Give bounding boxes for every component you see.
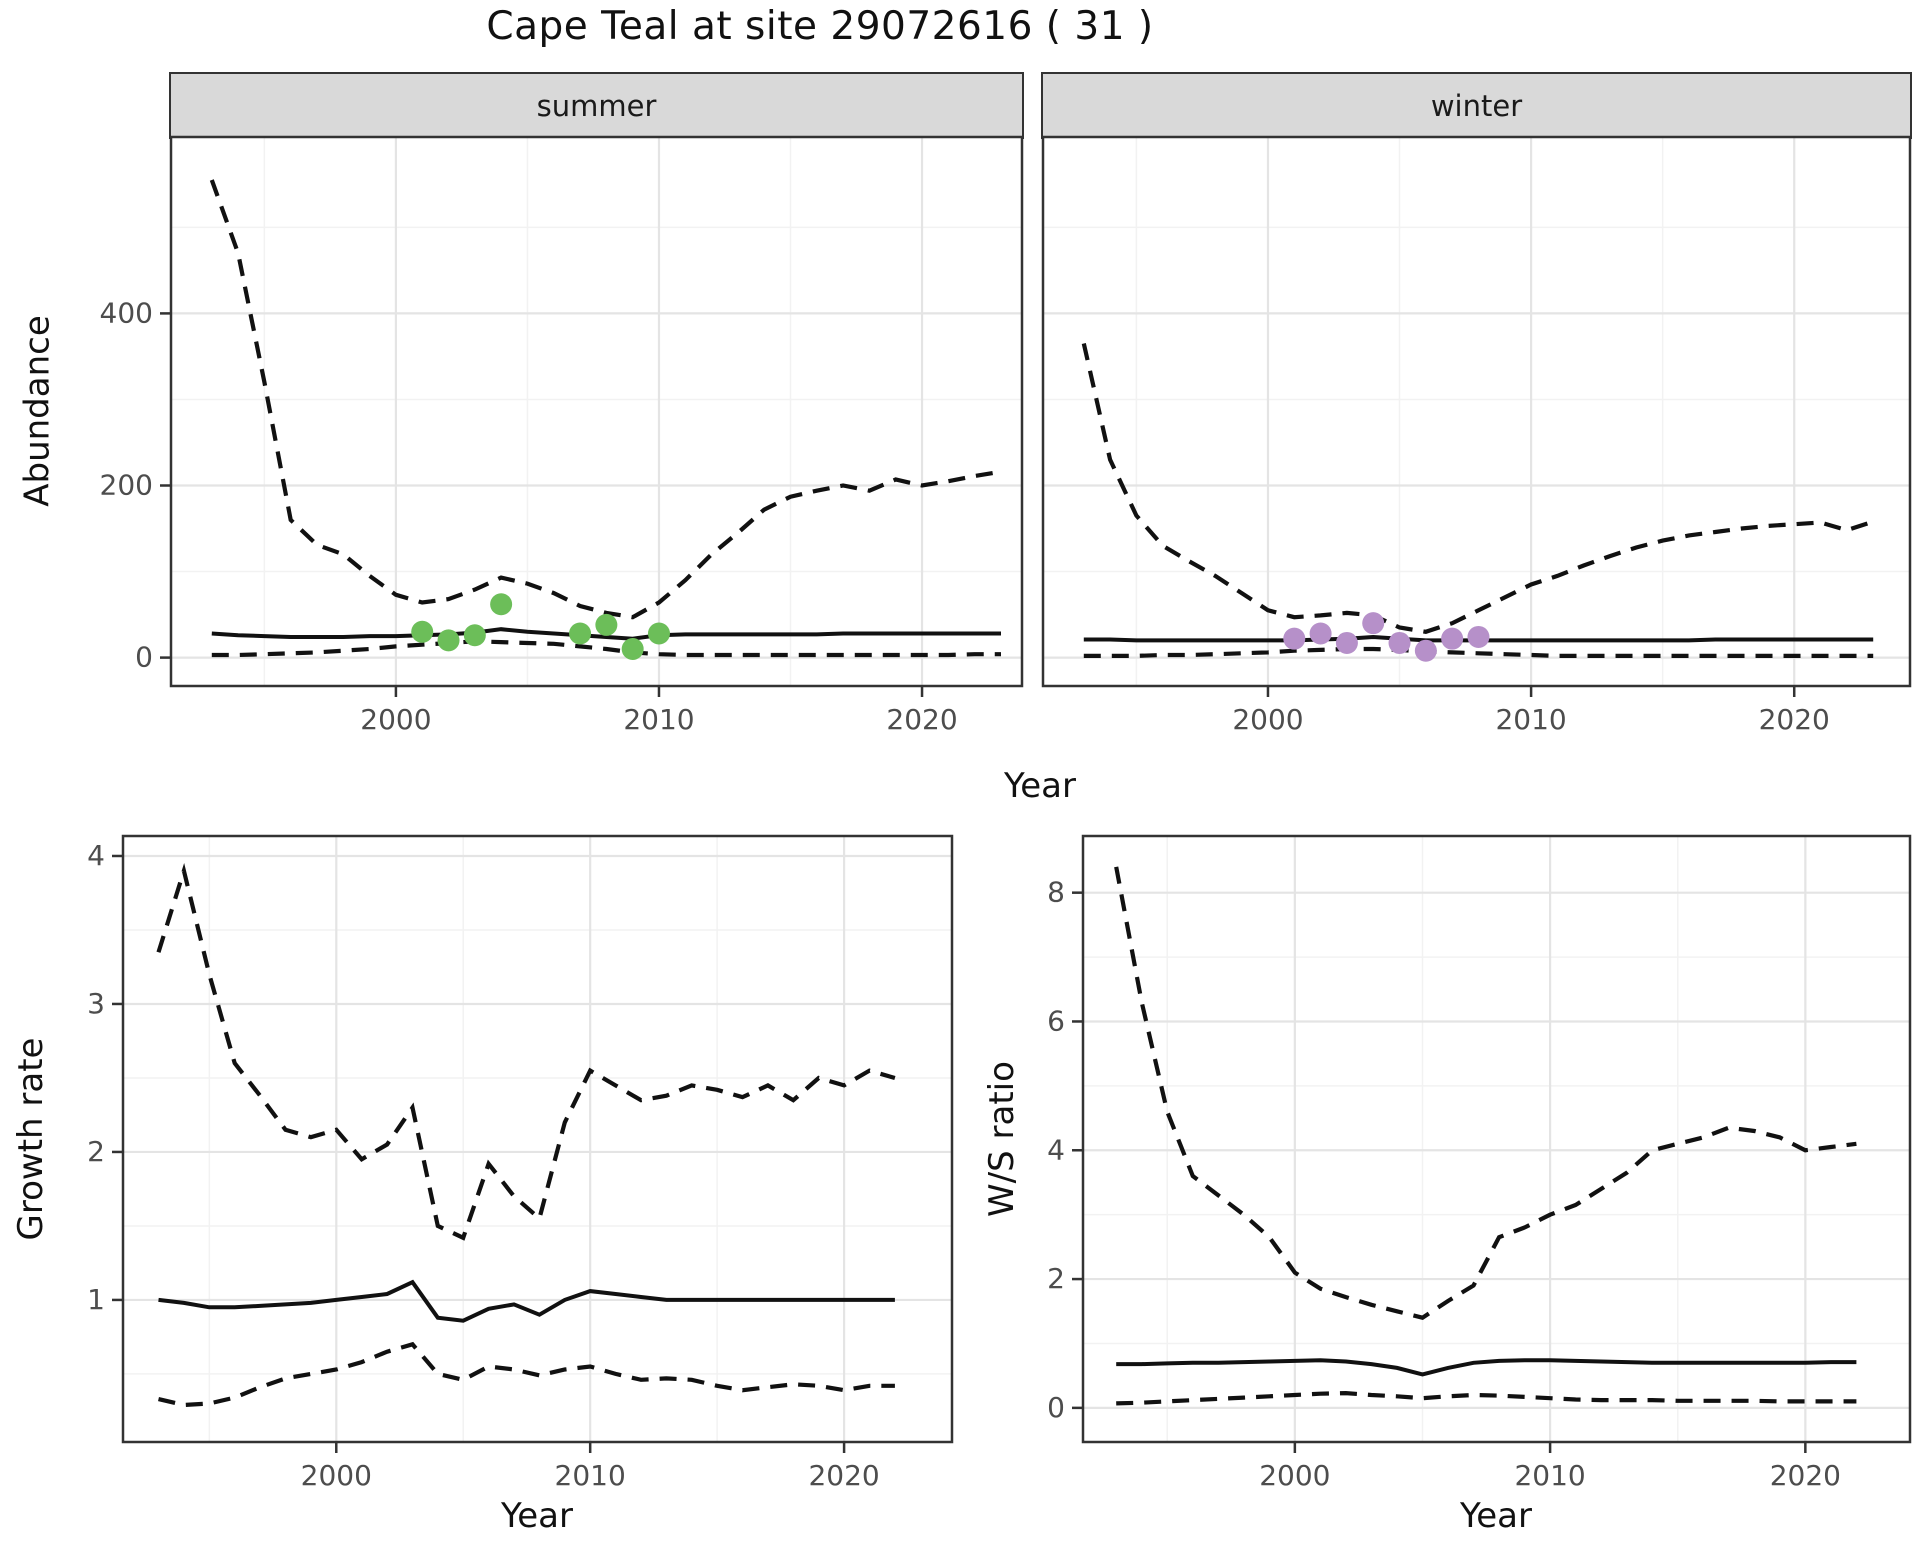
panel-summer-abundance-observed-point [463,624,486,647]
panel-summer-abundance-observed-point [595,613,618,636]
x-axis-label-year-growth: Year [501,1496,573,1536]
panel-ws-ratio-upper_95_ci-line [1114,866,1857,1320]
x-tick-label: 2010 [1495,703,1566,736]
facet-strip-summer: summer [169,72,1024,139]
panel-growth-rate-lower_95_ci-line [158,1341,895,1408]
panel-winter-abundance-observed-point [1467,625,1490,648]
y-tick-label: 200 [100,469,153,502]
y-tick-label: 2 [87,1135,105,1168]
x-axis-label-year-top: Year [1004,766,1076,806]
y-tick-label: 0 [135,641,153,674]
panel-summer-abundance-observed-point [621,637,644,660]
panel-summer-abundance-observed-point [569,622,592,645]
chart-title: Cape Teal at site 29072616 ( 31 ) [486,4,1154,49]
x-tick-label: 2000 [1232,703,1303,736]
panel-winter-abundance: 2000 2010 2020 [1041,135,1912,736]
panel-winter-abundance-observed-point [1335,631,1358,654]
panel-winter-abundance-observed-point [1283,627,1306,650]
panel-winter-abundance-observed-point [1362,612,1385,635]
x-axis-label-year-ws: Year [1460,1496,1532,1536]
panel-ws-ratio-median-line [1116,1358,1857,1377]
panel-growth-rate-upper_95_ci-line [156,862,896,1241]
panel-summer-abundance-observed-point [411,620,434,643]
panel-winter-abundance-lower_95_ci-line [1083,646,1874,658]
panel-summer-abundance-upper_95_ci-line [209,179,1002,620]
y-tick-label: 400 [100,296,153,329]
panel-winter-abundance-upper_95_ci-line [1081,343,1874,634]
panel-summer-abundance-observed-point [647,622,670,645]
panel-growth-rate-median-line [158,1279,895,1323]
y-tick-label: 1 [87,1283,105,1316]
panel-winter-abundance-observed-point [1414,639,1437,662]
panel-growth-rate: 2000 2010 2020 1 2 3 4 [87,834,954,1492]
facet-strip-summer-label: summer [536,88,657,123]
y-tick-label: 3 [87,987,105,1020]
x-tick-label: 2010 [623,703,694,736]
x-tick-label: 2000 [360,703,431,736]
x-tick-label: 2000 [301,1459,372,1492]
x-tick-label: 2020 [886,703,957,736]
panel-summer-abundance-lower_95_ci-line [211,639,1001,658]
y-tick-label: 6 [1047,1004,1065,1037]
panel-summer-abundance-observed-point [437,629,460,652]
panel-summer-abundance-observed-point [490,593,513,616]
y-tick-label: 2 [1047,1262,1065,1295]
facet-strip-winter-label: winter [1430,88,1523,123]
panel-summer-abundance-median-line [211,627,1001,641]
y-tick-label: 4 [1047,1133,1065,1166]
x-tick-label: 2020 [1770,1459,1841,1492]
panel-winter-abundance-observed-point [1441,627,1464,650]
facet-strip-winter: winter [1041,72,1912,139]
panel-winter-abundance-observed-point [1309,622,1332,645]
x-tick-label: 2020 [808,1459,879,1492]
x-tick-label: 2020 [1759,703,1830,736]
y-tick-label: 4 [87,839,105,872]
x-tick-label: 2010 [1514,1459,1585,1492]
panel-summer-abundance: 2000 2010 2020 0 200 400 [100,135,1024,736]
y-tick-label: 0 [1047,1391,1065,1424]
x-tick-label: 2000 [1259,1459,1330,1492]
panel-ws-ratio: 2000 2010 2020 0 2 4 6 8 [1047,834,1912,1492]
panel-ws-ratio-lower_95_ci-line [1116,1390,1857,1406]
y-tick-label: 8 [1047,876,1065,909]
panel-winter-abundance-observed-point [1388,631,1411,654]
x-tick-label: 2010 [555,1459,626,1492]
